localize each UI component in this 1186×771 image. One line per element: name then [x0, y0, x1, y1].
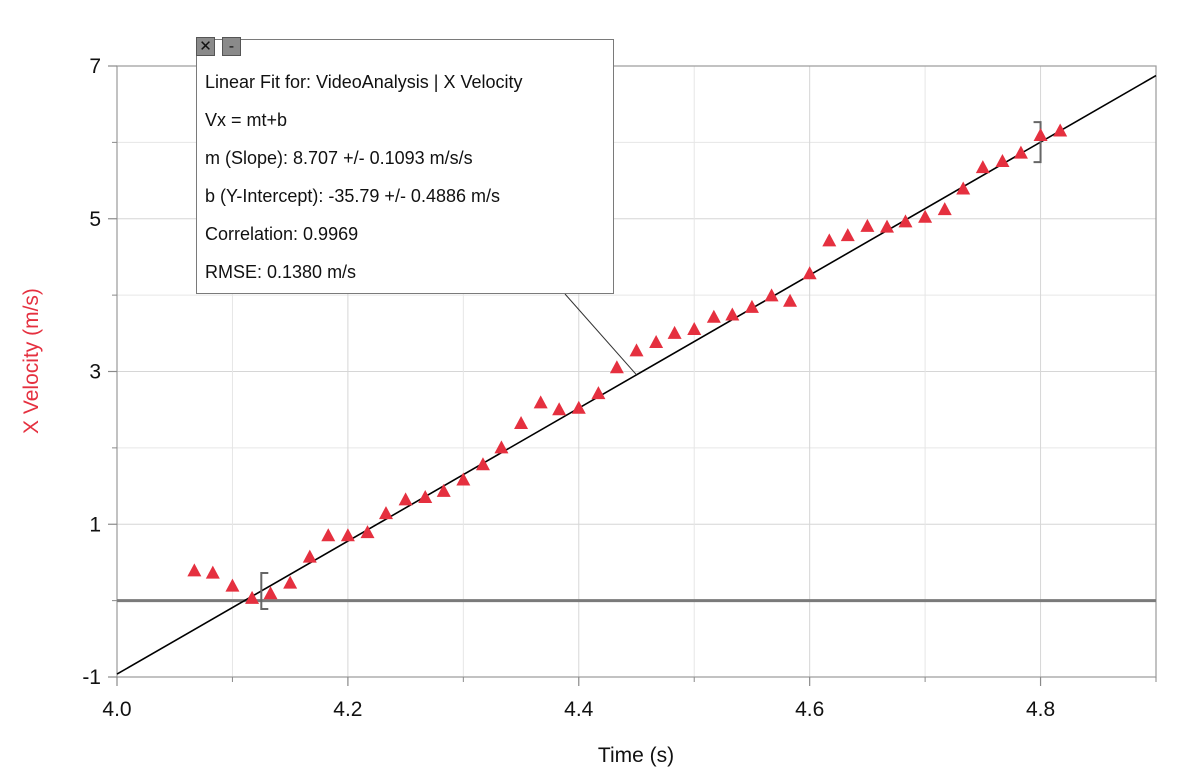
data-point	[1033, 128, 1048, 142]
x-tick-label: 4.4	[564, 698, 594, 721]
data-point	[245, 590, 260, 604]
data-point	[340, 528, 355, 542]
data-point	[880, 219, 895, 233]
data-point	[975, 160, 990, 174]
x-axis-label: Time (s)	[598, 744, 674, 767]
data-point	[609, 360, 624, 374]
data-point	[1053, 123, 1068, 137]
data-point	[995, 153, 1010, 167]
y-axis-label: X Velocity (m/s)	[20, 288, 43, 434]
data-point	[552, 402, 567, 416]
data-point	[802, 266, 817, 280]
data-point	[725, 307, 740, 321]
data-point	[187, 563, 202, 577]
data-point	[783, 293, 798, 307]
data-point	[840, 228, 855, 242]
axis-ticks	[108, 65, 1157, 686]
annotation-correlation: Correlation: 0.9969	[205, 224, 359, 244]
x-tick-label: 4.0	[102, 698, 131, 721]
data-point	[649, 335, 664, 349]
annotation-leader-group	[564, 293, 637, 376]
data-point	[360, 525, 375, 539]
data-point	[456, 472, 471, 486]
x-tick-label: 4.6	[795, 698, 824, 721]
data-point	[514, 415, 529, 429]
fit-line	[116, 74, 1157, 675]
annotation-title: Linear Fit for: VideoAnalysis | X Veloci…	[205, 72, 523, 92]
close-icon[interactable]: ✕	[196, 37, 215, 56]
data-point	[418, 490, 433, 504]
annotation-slope: m (Slope): 8.707 +/- 0.1093 m/s/s	[205, 148, 473, 168]
data-point	[822, 233, 837, 247]
data-point	[494, 440, 509, 454]
data-point	[571, 400, 586, 414]
minimize-icon[interactable]: -	[222, 37, 241, 56]
data-point	[225, 578, 240, 592]
data-point	[205, 565, 220, 579]
y-tick-label: 7	[89, 55, 101, 78]
y-tick-label: 3	[89, 361, 101, 384]
data-point	[1013, 145, 1028, 159]
y-tick-label: 5	[89, 208, 101, 231]
data-point	[398, 492, 413, 506]
data-point	[436, 483, 451, 497]
tick-labels: -1 1 3 5 7 4.0 4.2 4.4 4.6 4.8	[82, 55, 1055, 721]
fit-range-bracket-end	[1033, 121, 1042, 164]
y-tick-label: 1	[89, 513, 101, 536]
linear-fit-annotation[interactable]: Linear Fit for: VideoAnalysis | X Veloci…	[196, 39, 614, 294]
annotation-equation: Vx = mt+b	[205, 110, 288, 130]
data-point	[937, 202, 952, 216]
annotation-intercept: b (Y-Intercept): -35.79 +/- 0.4886 m/s	[205, 186, 500, 206]
data-point	[956, 181, 971, 195]
data-point	[302, 549, 317, 563]
data-point	[629, 343, 644, 357]
data-point	[378, 506, 393, 520]
data-point	[667, 325, 682, 339]
data-point	[263, 586, 278, 600]
data-point	[744, 299, 759, 313]
x-tick-label: 4.8	[1026, 698, 1055, 721]
data-point	[475, 457, 490, 471]
y-tick-label: -1	[82, 666, 101, 689]
data-point	[321, 528, 336, 542]
fit-range-brackets	[260, 121, 1042, 610]
fit-line-group	[116, 74, 1157, 675]
data-point	[764, 288, 779, 302]
data-point	[687, 322, 702, 336]
data-point	[706, 309, 721, 323]
data-points	[187, 123, 1068, 604]
data-point	[898, 214, 913, 228]
annotation-leader-line	[564, 293, 637, 376]
data-point	[860, 218, 875, 232]
data-point	[591, 386, 606, 400]
data-point	[283, 575, 298, 589]
data-point	[918, 209, 933, 223]
x-tick-label: 4.2	[333, 698, 362, 721]
annotation-rmse: RMSE: 0.1380 m/s	[205, 262, 357, 282]
fit-range-bracket-start	[260, 571, 269, 610]
data-point	[533, 395, 548, 409]
